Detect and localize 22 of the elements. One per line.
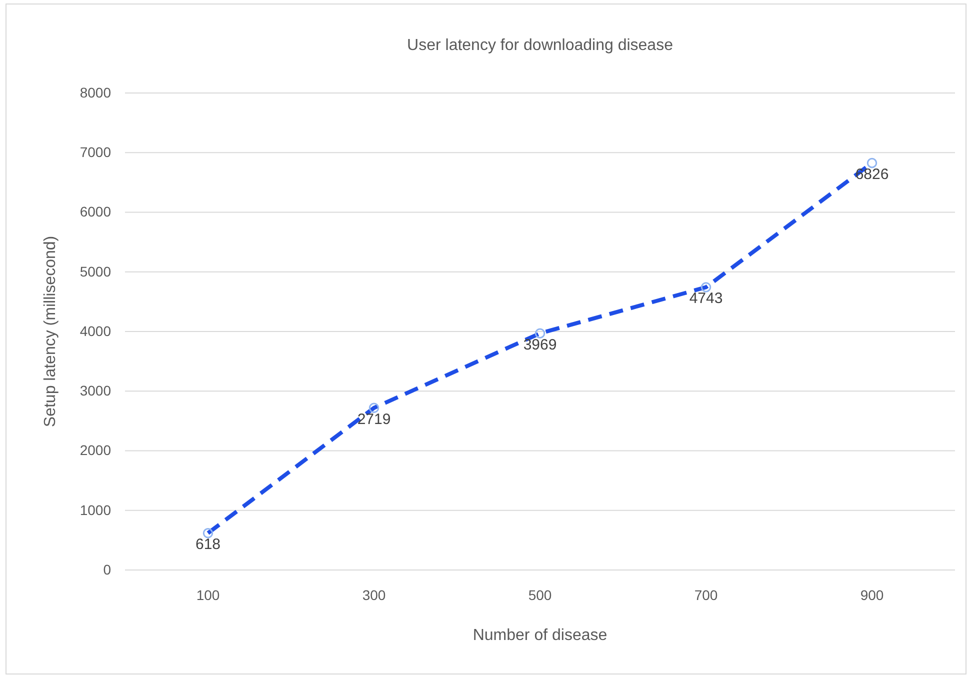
data-label: 2719 [357,410,391,428]
x-tick-label: 100 [196,586,220,603]
x-tick-label: 500 [528,586,552,603]
x-tick-label: 900 [860,586,884,603]
y-tick-label: 0 [103,561,112,578]
y-tick-label: 8000 [80,84,112,100]
x-tick-label: 300 [362,586,386,603]
chart-title: User latency for downloading disease [407,37,674,54]
y-tick-label: 4000 [80,322,112,339]
data-label: 6826 [855,166,889,183]
y-tick-label: 1000 [80,502,112,518]
y-tick-label: 7000 [80,144,112,160]
data-label: 618 [195,536,221,554]
data-label: 4743 [689,290,723,308]
x-axis-title: Number of disease [472,627,608,644]
data-label: 3969 [523,336,557,354]
y-tick-label: 2000 [80,442,112,458]
y-tick-label: 5000 [80,263,112,280]
y-tick-label: 3000 [80,382,112,399]
x-tick-label: 700 [694,586,718,603]
y-axis-title: Setup latency (millisecond) [42,236,59,428]
y-tick-label: 6000 [80,204,112,220]
